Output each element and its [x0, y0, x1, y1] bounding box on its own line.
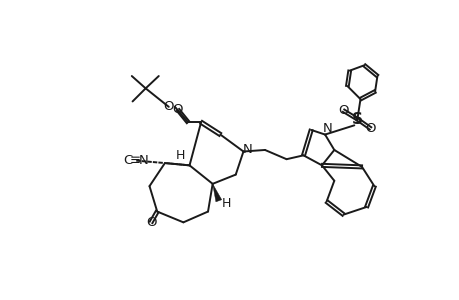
- Text: H: H: [221, 196, 231, 210]
- Text: O: O: [146, 216, 156, 229]
- Text: N: N: [322, 122, 331, 135]
- Text: C: C: [123, 154, 132, 167]
- Text: O: O: [364, 122, 375, 135]
- Text: O: O: [163, 100, 174, 113]
- Text: N: N: [138, 154, 148, 167]
- Text: O: O: [337, 104, 348, 117]
- Text: H: H: [175, 149, 185, 162]
- Polygon shape: [212, 184, 221, 202]
- Text: O: O: [173, 103, 183, 116]
- Text: ≡: ≡: [130, 154, 141, 167]
- Text: N: N: [243, 143, 252, 156]
- Text: S: S: [351, 112, 362, 127]
